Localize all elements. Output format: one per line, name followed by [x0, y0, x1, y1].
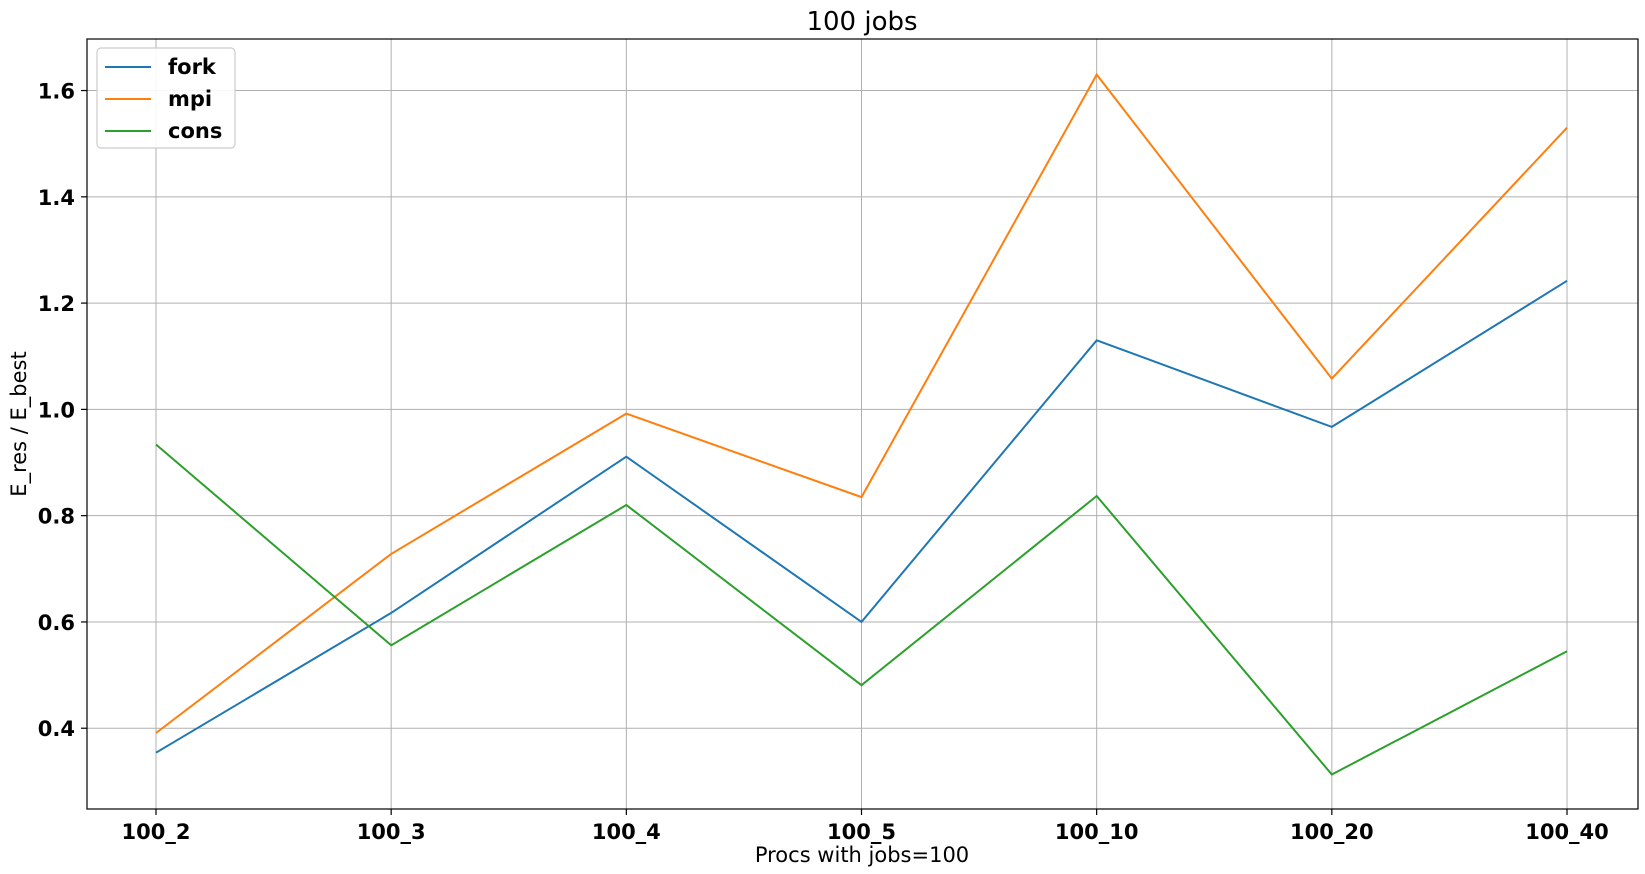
plot-frame [86, 38, 1639, 810]
x-tick-label: 100_10 [1055, 820, 1139, 844]
y-tick-label: 1.4 [38, 186, 75, 210]
y-tick-label: 0.8 [38, 505, 75, 529]
y-tick-label: 1.2 [38, 292, 75, 316]
y-tick-label: 0.4 [38, 717, 75, 741]
x-tick-label: 100_5 [827, 820, 896, 844]
x-tick-label: 100_2 [122, 820, 191, 844]
series-line-fork [155, 279, 1568, 754]
x-tick-label: 100_3 [357, 820, 426, 844]
x-axis-label: Procs with jobs=100 [755, 843, 969, 867]
legend: fork mpi cons [96, 47, 236, 149]
series-line-mpi [155, 72, 1568, 734]
y-tick-label: 1.0 [38, 398, 75, 422]
legend-box [96, 47, 236, 149]
y-tick-label: 1.6 [38, 80, 75, 104]
y-tick-label: 0.6 [38, 611, 75, 635]
series-lines [155, 72, 1568, 776]
y-axis: 0.4 0.6 0.8 1.0 1.2 1.4 1.6 [38, 80, 87, 741]
x-tick-label: 100_4 [592, 820, 661, 844]
series-line-cons [155, 443, 1568, 776]
legend-label-mpi: mpi [168, 87, 212, 111]
x-tick-label: 100_20 [1290, 820, 1374, 844]
x-axis: 100_2 100_3 100_4 100_5 100_10 100_20 100_40 [122, 809, 1609, 844]
x-tick-label: 100_40 [1525, 820, 1609, 844]
y-axis-label: E_res / E_best [7, 351, 32, 496]
legend-label-fork: fork [168, 55, 217, 79]
grid [87, 39, 1638, 809]
legend-label-cons: cons [168, 119, 222, 143]
chart-title: 100 jobs [806, 7, 917, 37]
